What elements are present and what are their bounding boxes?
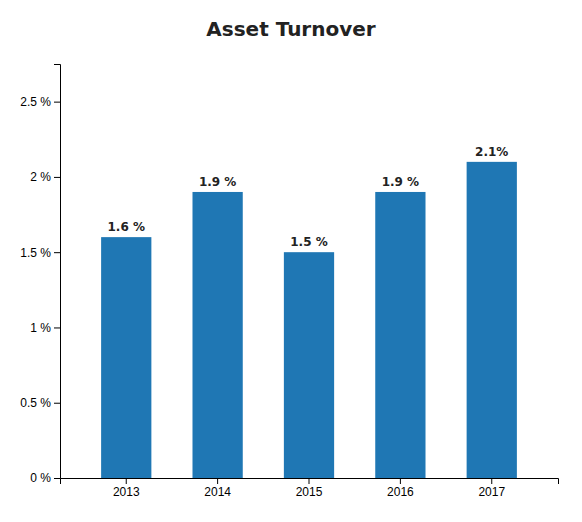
bar: [375, 192, 425, 478]
tick-label: 2014: [204, 485, 231, 499]
tick-mark: [54, 177, 60, 178]
bar: [192, 192, 242, 478]
axis-line: [61, 479, 559, 485]
tick-mark: [126, 478, 127, 484]
bar: [101, 237, 151, 478]
tick: 2014: [204, 478, 231, 499]
tick: 2016: [387, 478, 414, 499]
tick-label: 2017: [478, 485, 505, 499]
tick-label: 0 %: [30, 471, 51, 485]
tick: 2 %: [30, 170, 60, 184]
tick-mark: [54, 102, 60, 103]
data-label: 2.1%: [475, 145, 508, 159]
tick-label: 1 %: [30, 321, 51, 335]
plot: 2013 2014 2015 2016 2017 0 % 0.5 % 1 % 1.5 % 2 % 2…: [20, 65, 558, 499]
tick: 1 %: [30, 321, 60, 335]
chart: Asset Turnover 2013 2014 2015 2016 2017 0 % 0.5…: [0, 0, 582, 522]
axis-line: [54, 65, 61, 479]
tick-mark: [491, 478, 492, 484]
tick-mark: [54, 252, 60, 253]
tick: 1.5 %: [20, 246, 60, 260]
tick-label: 2015: [296, 485, 323, 499]
title: Asset Turnover: [206, 17, 376, 41]
tick-mark: [54, 478, 60, 479]
bar: [467, 162, 517, 478]
bar: [284, 252, 334, 478]
bars: [101, 162, 517, 478]
tick: 2.5 %: [20, 95, 60, 109]
tick-mark: [309, 478, 310, 484]
tick: 2017: [478, 478, 505, 499]
tick-label: 2013: [113, 485, 140, 499]
tick-mark: [54, 327, 60, 328]
data-label: 1.9 %: [199, 175, 236, 189]
data-label: 1.9 %: [382, 175, 419, 189]
tick: 0 %: [30, 471, 60, 485]
tick-label: 2.5 %: [20, 95, 51, 109]
data-label: 1.6 %: [108, 220, 145, 234]
tick-label: 2016: [387, 485, 414, 499]
tick-label: 1.5 %: [20, 246, 51, 260]
y-axis: 0 % 0.5 % 1 % 1.5 % 2 % 2.5 %: [20, 65, 60, 486]
tick-label: 0.5 %: [20, 396, 51, 410]
tick: 2013: [113, 478, 140, 499]
tick-label: 2 %: [30, 170, 51, 184]
data-label: 1.5 %: [290, 235, 327, 249]
tick-mark: [400, 478, 401, 484]
tick-mark: [217, 478, 218, 484]
x-axis: 2013 2014 2015 2016 2017: [61, 478, 559, 499]
tick-mark: [54, 403, 60, 404]
data-labels: 1.6 % 1.9 % 1.5 % 1.9 % 2.1%: [108, 145, 509, 249]
tick: 2015: [296, 478, 323, 499]
tick: 0.5 %: [20, 396, 60, 410]
